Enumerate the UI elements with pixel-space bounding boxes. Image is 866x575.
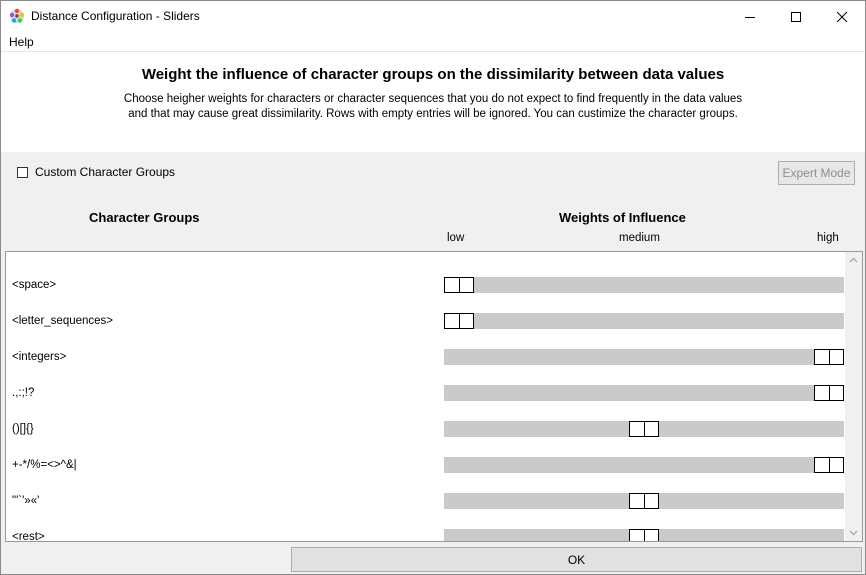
weight-slider-thumb[interactable] <box>629 421 659 437</box>
close-button[interactable] <box>819 1 865 32</box>
weights-list: <space> <letter_sequences> <integers>.,:;!… <box>5 251 863 542</box>
maximize-button[interactable] <box>773 1 819 32</box>
weight-slider-track[interactable] <box>444 313 844 329</box>
scroll-up-icon[interactable] <box>849 257 858 263</box>
list-item: <letter_sequences> <box>6 295 846 331</box>
list-item: <rest> <box>6 511 846 542</box>
column-header-groups: Character Groups <box>89 210 200 225</box>
list-item: <space> <box>6 259 846 295</box>
list-item: "'`'»«' <box>6 475 846 511</box>
description: Choose heigher weights for characters or… <box>1 92 865 122</box>
character-group-label: "'`'»«' <box>12 495 40 507</box>
character-group-label: +-*/%=<>^&| <box>12 459 77 471</box>
scroll-down-icon[interactable] <box>849 530 858 536</box>
character-group-label: .,:;!? <box>12 387 35 399</box>
weight-slider-track[interactable] <box>444 457 844 473</box>
list-item: <integers> <box>6 331 846 367</box>
weight-slider-thumb[interactable] <box>814 349 844 365</box>
expert-mode-button[interactable]: Expert Mode <box>778 161 855 185</box>
description-line-1: Choose heigher weights for characters or… <box>123 93 743 105</box>
weight-slider-thumb[interactable] <box>629 529 659 541</box>
weight-slider-track[interactable] <box>444 385 844 401</box>
menu-bar: Help <box>1 32 865 52</box>
weight-slider-track[interactable] <box>444 277 844 293</box>
weight-slider-thumb[interactable] <box>444 313 474 329</box>
weight-slider-track[interactable] <box>444 421 844 437</box>
colorful-wheel-icon <box>9 8 25 23</box>
list-item: .,:;!? <box>6 367 846 403</box>
header-panel: Weight the influence of character groups… <box>1 52 865 152</box>
custom-groups-label: Custom Character Groups <box>35 165 176 179</box>
vertical-scrollbar[interactable] <box>845 252 862 541</box>
character-group-label: <space> <box>12 279 57 291</box>
character-group-label: ()[]{} <box>12 423 34 435</box>
custom-groups-toggle[interactable]: Custom Character Groups <box>17 165 175 179</box>
scale-medium-label: medium <box>619 232 660 244</box>
weight-slider-thumb[interactable] <box>814 385 844 401</box>
character-group-label: <letter_sequences> <box>12 315 114 327</box>
scale-high-label: high <box>817 232 839 244</box>
page-title: Weight the influence of character groups… <box>141 66 725 83</box>
maximize-icon <box>791 11 801 22</box>
minimize-icon <box>745 16 755 18</box>
weight-slider-thumb[interactable] <box>444 277 474 293</box>
ok-button[interactable]: OK <box>291 547 862 572</box>
weight-slider-track[interactable] <box>444 349 844 365</box>
window-title: Distance Configuration - Sliders <box>31 9 200 23</box>
weight-slider-track[interactable] <box>444 493 844 509</box>
custom-groups-checkbox[interactable] <box>17 166 28 178</box>
menu-help[interactable]: Help <box>9 35 34 49</box>
character-group-label: <rest> <box>12 531 45 542</box>
scale-low-label: low <box>447 232 465 244</box>
list-item: ()[]{} <box>6 403 846 439</box>
weight-slider-track[interactable] <box>444 529 844 541</box>
title-bar: Distance Configuration - Sliders <box>1 1 865 32</box>
list-item: +-*/%=<>^&| <box>6 439 846 475</box>
character-group-label: <integers> <box>12 351 67 363</box>
weight-slider-thumb[interactable] <box>814 457 844 473</box>
weight-slider-thumb[interactable] <box>629 493 659 509</box>
close-icon <box>836 11 848 22</box>
column-header-weights: Weights of Influence <box>559 210 686 225</box>
minimize-button[interactable] <box>727 1 773 32</box>
description-line-2: and that may cause great dissimilarity. … <box>128 108 738 120</box>
